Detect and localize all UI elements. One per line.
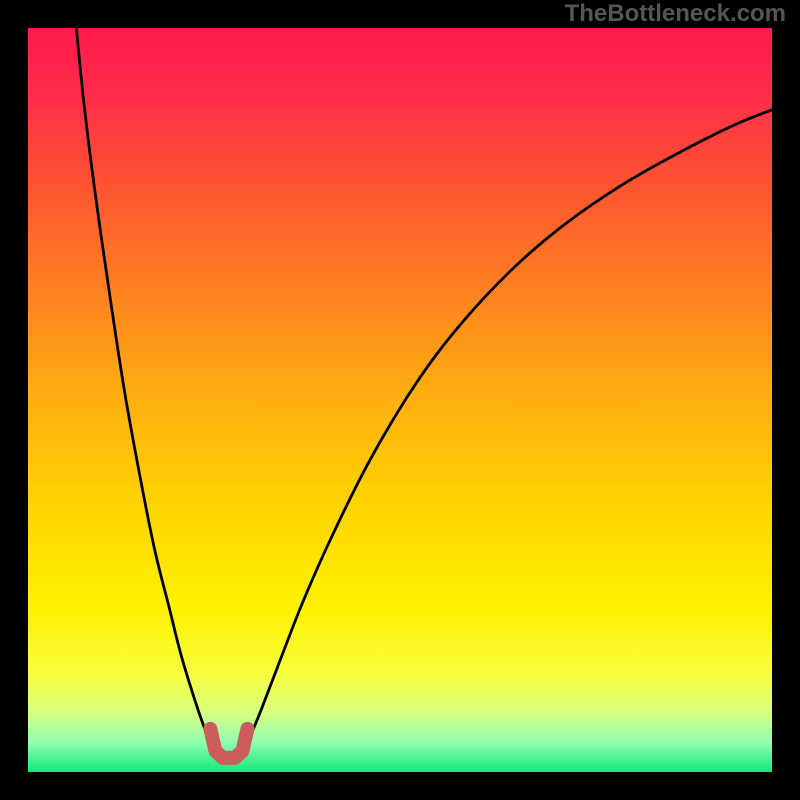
plot-area [28,28,772,772]
gradient-background [28,28,772,772]
chart-svg [28,28,772,772]
watermark-text: TheBottleneck.com [565,0,786,28]
